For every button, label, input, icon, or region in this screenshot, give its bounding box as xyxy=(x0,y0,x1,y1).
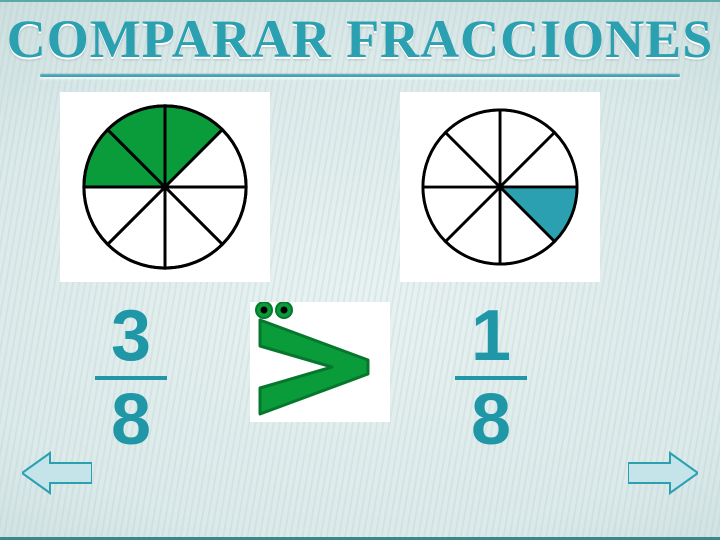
pie-left-svg xyxy=(66,98,264,276)
page-title: COMPARAR FRACCIONES xyxy=(0,2,720,70)
fraction-left-numerator: 3 xyxy=(95,300,167,372)
fraction-right-numerator: 1 xyxy=(455,300,527,372)
arrow-left-icon xyxy=(22,451,92,495)
fraction-right-denominator: 8 xyxy=(455,384,527,456)
pie-right-svg xyxy=(406,98,594,276)
greater-than-icon xyxy=(250,302,390,422)
fraction-right: 1 8 xyxy=(455,300,527,456)
next-button[interactable] xyxy=(628,451,698,495)
content-area: 3 8 1 8 xyxy=(0,77,720,507)
arrow-right-icon xyxy=(628,451,698,495)
prev-button[interactable] xyxy=(22,451,92,495)
fraction-pie-left xyxy=(60,92,270,282)
fraction-left: 3 8 xyxy=(95,300,167,456)
fraction-pie-right xyxy=(400,92,600,282)
fraction-left-denominator: 8 xyxy=(95,384,167,456)
comparator-greater-than xyxy=(250,302,390,422)
